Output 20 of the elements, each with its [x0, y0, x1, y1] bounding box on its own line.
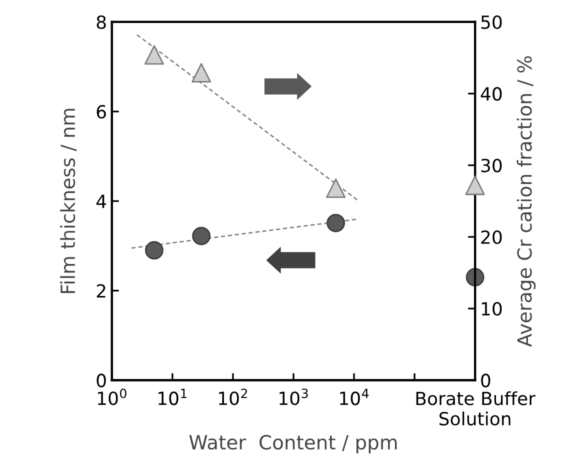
- y2-tick-label: 10: [482, 302, 502, 316]
- y-tick-label: 4: [96, 194, 106, 208]
- x-tick-label: 10$^{3}$: [280, 388, 308, 406]
- y-axis-title: Film thickness / nm: [60, 108, 77, 294]
- x-tick-label: Borate Buffer Solution: [416, 391, 536, 426]
- y2-tick-label: 20: [481, 230, 502, 244]
- y-tick-label: 6: [96, 104, 106, 119]
- y-tick-label: 8: [96, 15, 106, 30]
- x-tick-label: 10$^{0}$: [98, 388, 126, 406]
- y2-tick-label: 40: [480, 87, 502, 101]
- y-tick-label: 0: [96, 374, 106, 388]
- y2-tick-label: 30: [481, 158, 502, 172]
- x-axis-title: Water Content / ppm: [189, 434, 397, 454]
- x-tick-label: 10$^{1}$: [158, 388, 187, 406]
- y2-axis-title: Average Cr cation fraction / %: [516, 56, 536, 347]
- y2-tick-label: 50: [481, 15, 502, 30]
- x-tick-label: 10$^{2}$: [219, 388, 248, 406]
- x-tick-label: 10$^{4}$: [340, 388, 369, 406]
- y2-tick-label: 0: [481, 374, 490, 388]
- y-tick-label: 2: [96, 284, 106, 298]
